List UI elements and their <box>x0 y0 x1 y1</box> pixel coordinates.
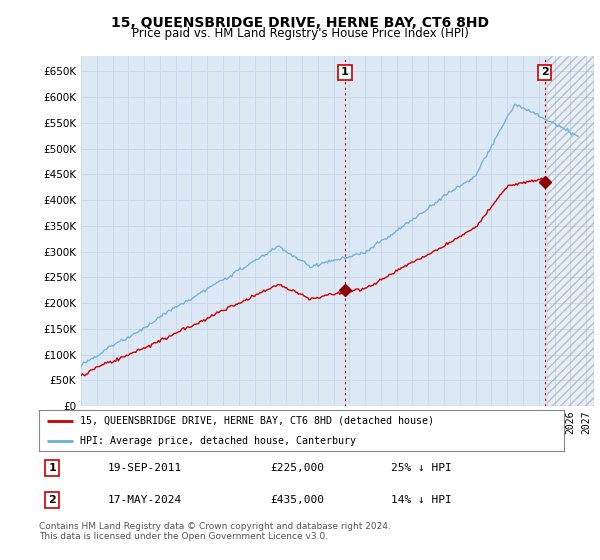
Text: £225,000: £225,000 <box>270 463 324 473</box>
Text: 2: 2 <box>541 67 548 77</box>
Text: Contains HM Land Registry data © Crown copyright and database right 2024.
This d: Contains HM Land Registry data © Crown c… <box>39 522 391 542</box>
Text: 15, QUEENSBRIDGE DRIVE, HERNE BAY, CT6 8HD: 15, QUEENSBRIDGE DRIVE, HERNE BAY, CT6 8… <box>111 16 489 30</box>
Text: 1: 1 <box>48 463 56 473</box>
Text: 17-MAY-2024: 17-MAY-2024 <box>107 495 182 505</box>
Text: 14% ↓ HPI: 14% ↓ HPI <box>391 495 452 505</box>
Text: Price paid vs. HM Land Registry's House Price Index (HPI): Price paid vs. HM Land Registry's House … <box>131 27 469 40</box>
Text: 25% ↓ HPI: 25% ↓ HPI <box>391 463 452 473</box>
Text: 1: 1 <box>341 67 349 77</box>
Text: 2: 2 <box>48 495 56 505</box>
Text: £435,000: £435,000 <box>270 495 324 505</box>
Text: HPI: Average price, detached house, Canterbury: HPI: Average price, detached house, Cant… <box>80 436 356 446</box>
Text: 15, QUEENSBRIDGE DRIVE, HERNE BAY, CT6 8HD (detached house): 15, QUEENSBRIDGE DRIVE, HERNE BAY, CT6 8… <box>80 416 434 426</box>
Text: 19-SEP-2011: 19-SEP-2011 <box>107 463 182 473</box>
